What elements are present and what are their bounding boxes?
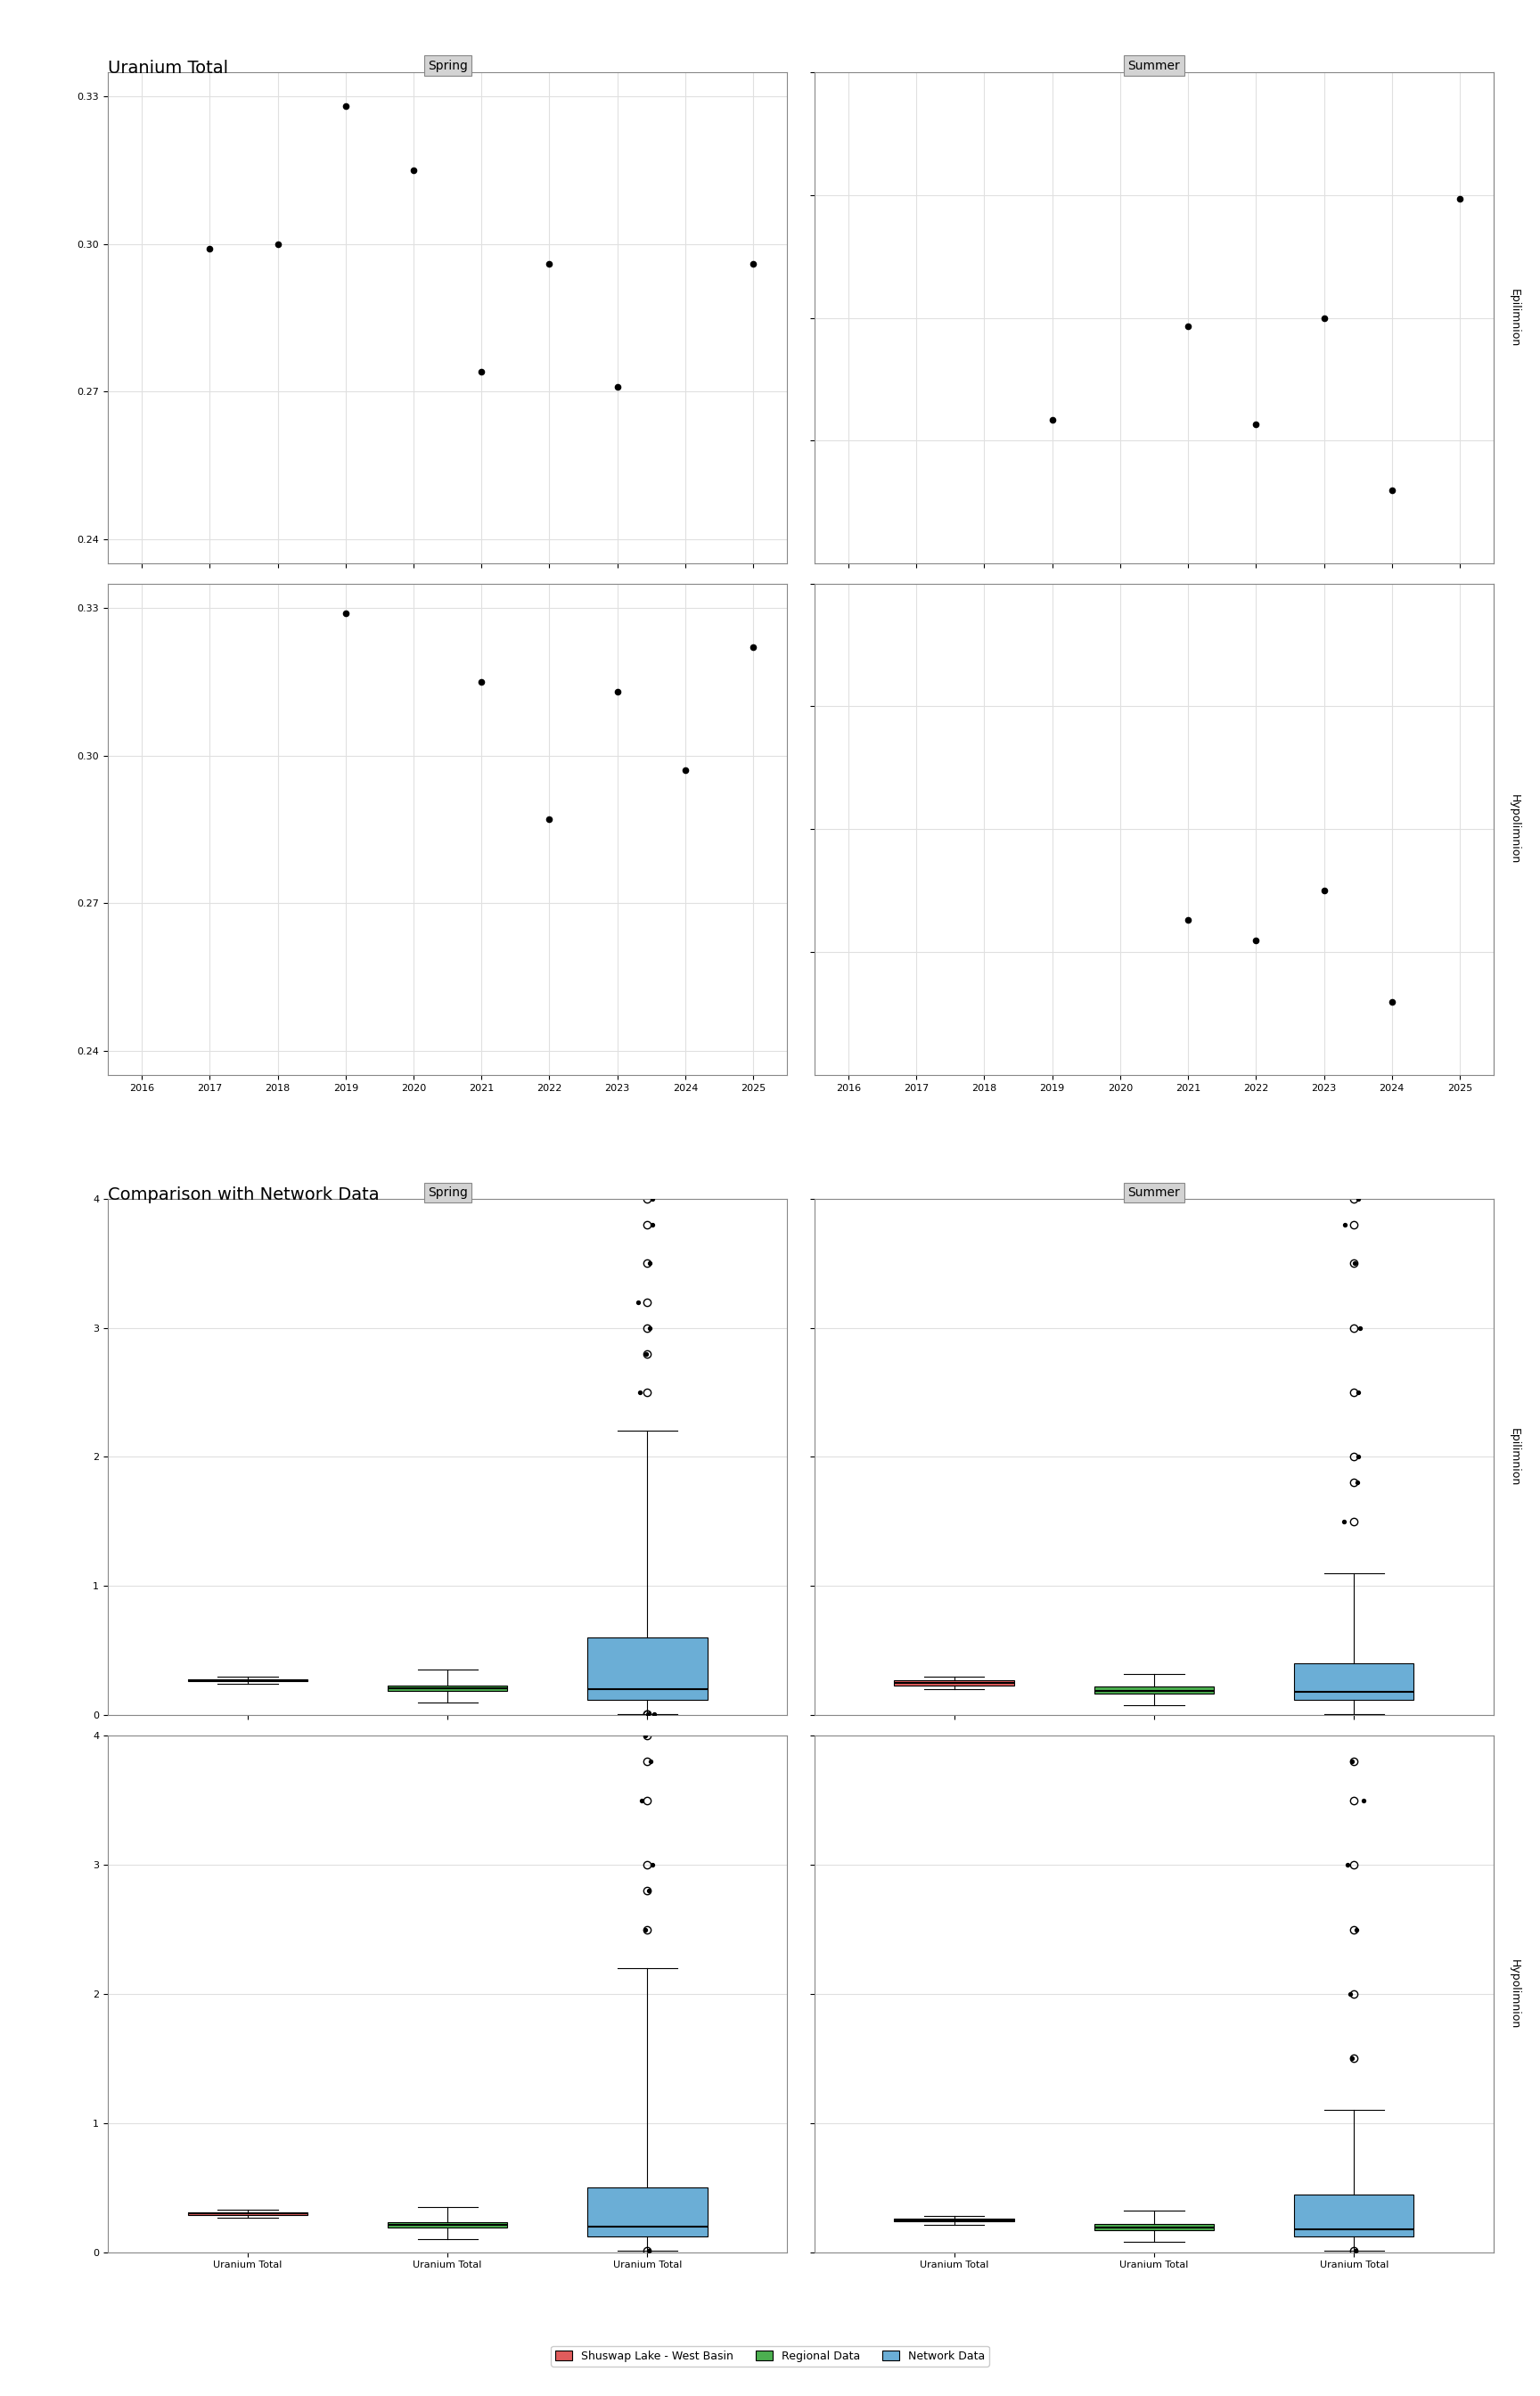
PathPatch shape <box>1093 2223 1214 2231</box>
Point <box>633 1742 658 1780</box>
Text: Comparison with Network Data: Comparison with Network Data <box>108 1186 379 1203</box>
Point <box>638 2231 662 2269</box>
Point <box>636 1845 661 1883</box>
Point <box>639 1179 664 1217</box>
Point <box>1340 1974 1364 2013</box>
Point <box>1351 1502 1375 1541</box>
Point <box>636 1308 661 1347</box>
Point <box>642 1335 667 1373</box>
Point <box>634 1282 659 1320</box>
Point <box>1175 307 1200 345</box>
Point <box>1337 1308 1361 1347</box>
Point <box>638 1716 662 1754</box>
Point <box>470 664 494 702</box>
Point <box>1175 901 1200 939</box>
PathPatch shape <box>895 1680 1015 1684</box>
Point <box>641 1871 665 1910</box>
PathPatch shape <box>1093 1687 1214 1694</box>
Point <box>639 1205 664 1244</box>
Point <box>741 244 765 283</box>
Point <box>197 230 222 268</box>
Point <box>1338 1742 1363 1780</box>
Point <box>402 151 427 189</box>
Point <box>638 1780 662 1819</box>
Point <box>1335 1205 1360 1244</box>
Point <box>537 800 562 839</box>
Point <box>1351 1464 1375 1502</box>
Point <box>265 225 290 264</box>
Point <box>333 86 357 125</box>
Legend: Shuswap Lake - West Basin, Regional Data, Network Data: Shuswap Lake - West Basin, Regional Data… <box>551 2346 989 2367</box>
Point <box>605 673 630 712</box>
Point <box>1312 300 1337 338</box>
Title: Spring: Spring <box>428 1186 468 1198</box>
PathPatch shape <box>388 2223 508 2228</box>
Y-axis label: Hypolimnion: Hypolimnion <box>1509 1960 1520 2029</box>
Title: Summer: Summer <box>1127 1186 1180 1198</box>
Point <box>1312 872 1337 910</box>
Point <box>638 1244 662 1282</box>
Point <box>1351 1244 1375 1282</box>
PathPatch shape <box>895 2219 1015 2221</box>
Point <box>1343 2039 1368 2077</box>
Point <box>1380 470 1404 508</box>
Point <box>1341 1179 1366 1217</box>
Point <box>1244 405 1269 443</box>
Point <box>1380 982 1404 1021</box>
Point <box>630 1696 654 1735</box>
Point <box>470 352 494 391</box>
PathPatch shape <box>1294 1663 1414 1699</box>
PathPatch shape <box>188 2212 308 2214</box>
Point <box>333 594 357 633</box>
PathPatch shape <box>587 1636 707 1699</box>
PathPatch shape <box>587 2188 707 2238</box>
Y-axis label: Epilimnion: Epilimnion <box>1509 290 1520 347</box>
PathPatch shape <box>188 1680 308 1682</box>
Point <box>636 1694 661 1732</box>
Point <box>1244 920 1269 958</box>
Title: Spring: Spring <box>428 60 468 72</box>
Point <box>1332 2231 1357 2269</box>
PathPatch shape <box>1294 2195 1414 2238</box>
PathPatch shape <box>388 1684 508 1692</box>
Y-axis label: Epilimnion: Epilimnion <box>1509 1428 1520 1486</box>
Point <box>639 1910 664 1948</box>
Title: Summer: Summer <box>1127 60 1180 72</box>
Point <box>625 1373 650 1411</box>
Point <box>1348 1373 1372 1411</box>
Point <box>1335 1780 1360 1819</box>
Point <box>673 752 698 791</box>
Point <box>741 628 765 666</box>
Point <box>605 367 630 405</box>
Text: Uranium Total: Uranium Total <box>108 60 228 77</box>
Point <box>1448 180 1472 218</box>
Y-axis label: Hypolimnion: Hypolimnion <box>1509 795 1520 865</box>
Point <box>1040 400 1064 438</box>
Point <box>537 244 562 283</box>
Point <box>1337 1438 1361 1476</box>
Point <box>1335 1910 1360 1948</box>
Point <box>1344 1845 1369 1883</box>
